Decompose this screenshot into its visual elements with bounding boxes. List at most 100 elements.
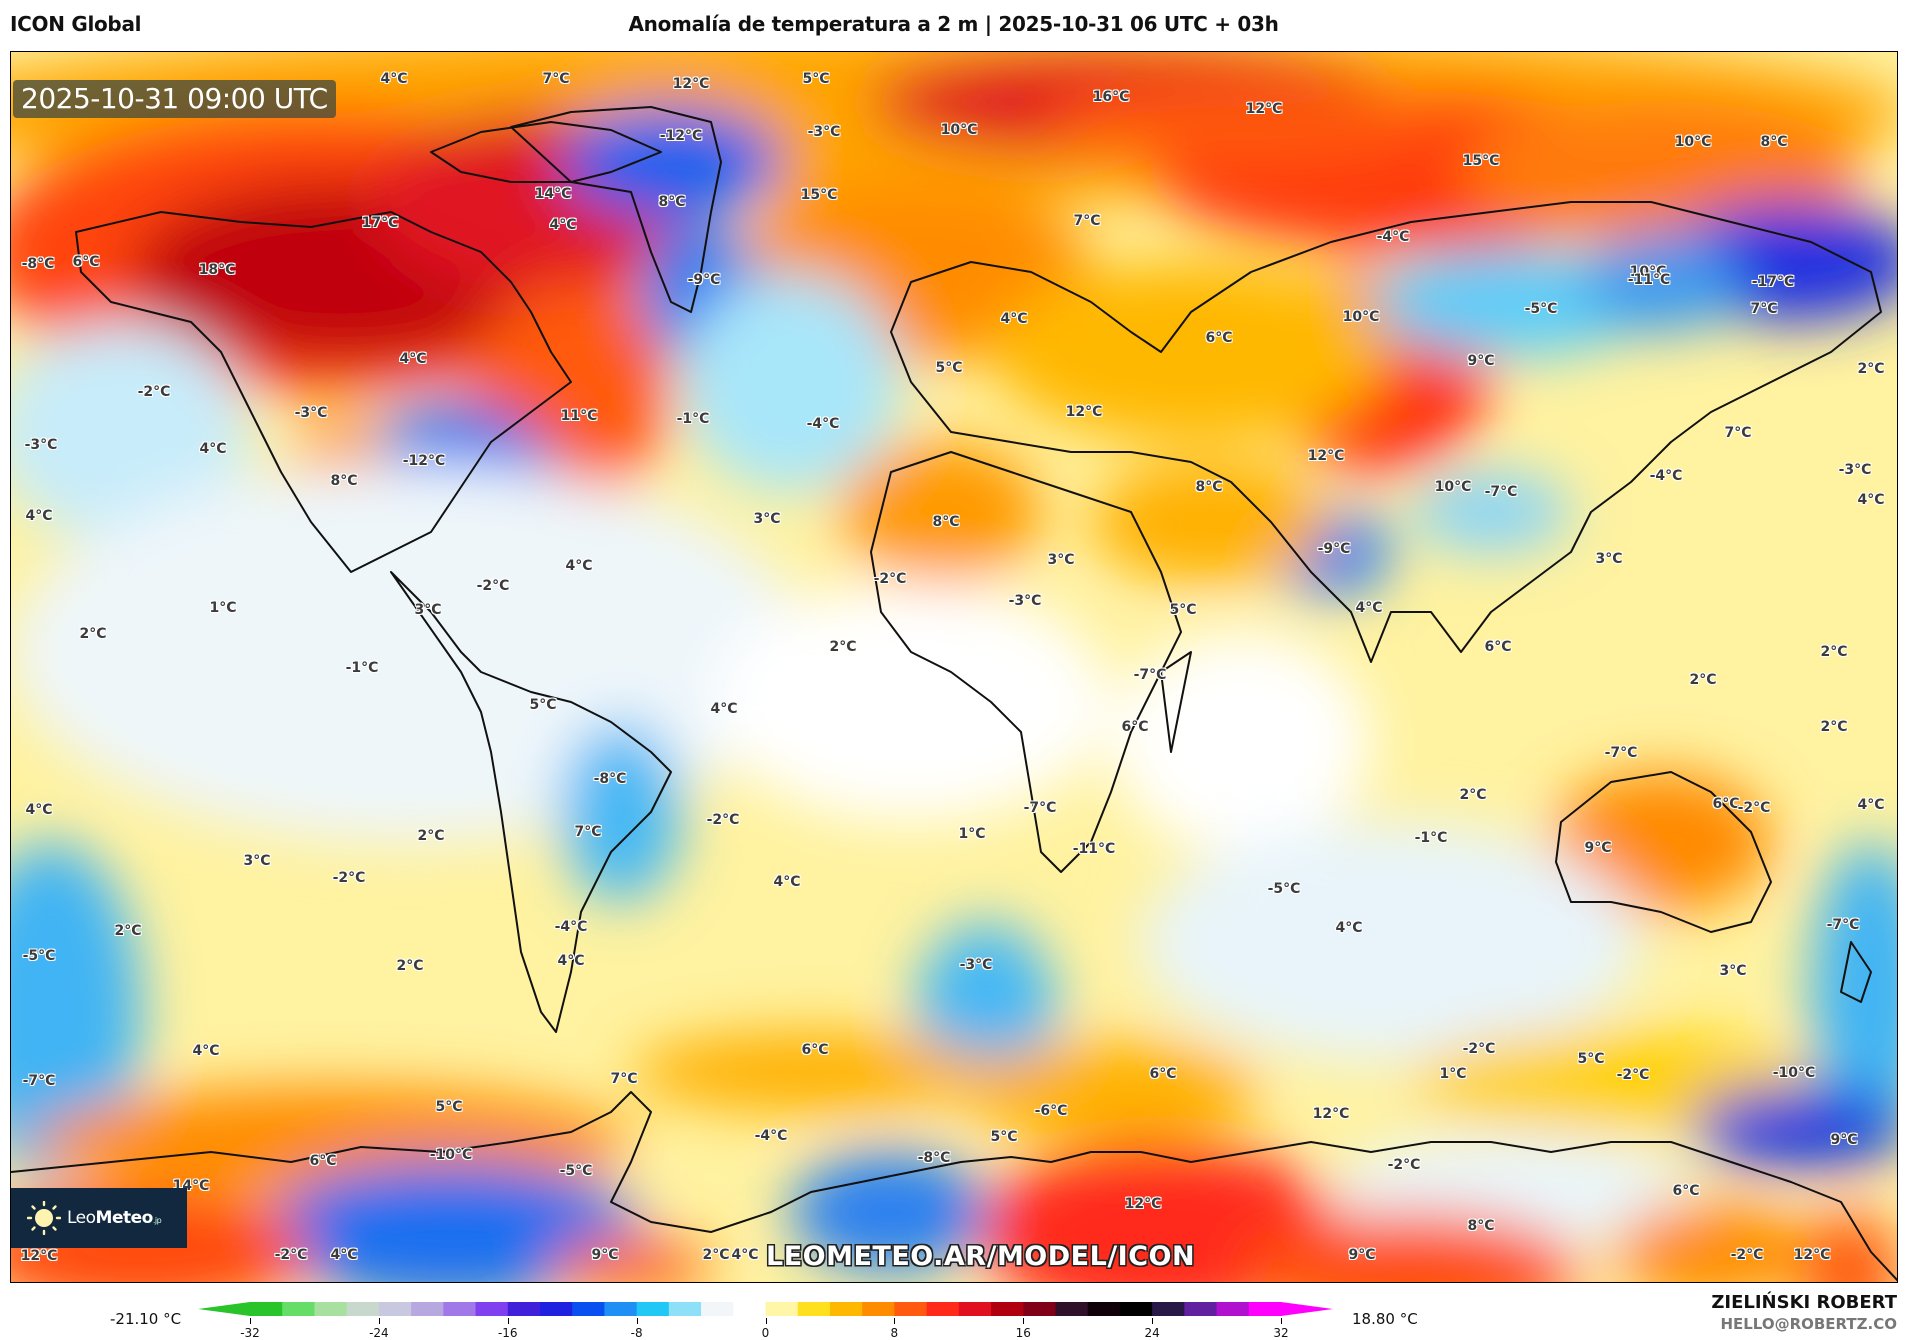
author-email[interactable]: HELLO@ROBERTZ.CO (1720, 1315, 1897, 1333)
colorbar-tick (378, 1318, 380, 1324)
anomaly-label: 4°C (25, 802, 53, 818)
anomaly-label: 6°C (1672, 1183, 1700, 1199)
anomaly-label: 4°C (557, 953, 585, 969)
anomaly-label: 5°C (529, 697, 557, 713)
anomaly-label: 4°C (1857, 797, 1885, 813)
colorbar-tick-label: -16 (497, 1326, 518, 1340)
anomaly-label: 3°C (753, 511, 781, 527)
anomaly-label: 18°C (198, 262, 236, 278)
anomaly-label: 8°C (1760, 134, 1788, 150)
anomaly-label: 3°C (243, 853, 271, 869)
anomaly-label: 8°C (932, 514, 960, 530)
anomaly-label: 9°C (1348, 1247, 1376, 1263)
anomaly-label: 4°C (565, 558, 593, 574)
anomaly-label: 1°C (958, 826, 986, 842)
anomaly-label: 12°C (1307, 448, 1345, 464)
anomaly-label: -10°C (1772, 1065, 1816, 1081)
anomaly-label: 7°C (1750, 301, 1778, 317)
anomaly-label: 6°C (801, 1042, 829, 1058)
anomaly-label: -2°C (1737, 800, 1771, 816)
anomaly-label: 6°C (72, 254, 100, 270)
anomaly-label: 14°C (534, 186, 572, 202)
anomaly-label: -1°C (1414, 830, 1448, 846)
anomaly-label: 10°C (1342, 309, 1380, 325)
anomaly-label: -12°C (659, 128, 703, 144)
anomaly-label: -9°C (1317, 541, 1351, 557)
anomaly-label: 6°C (1121, 719, 1149, 735)
anomaly-label: 4°C (549, 217, 577, 233)
map-title: Anomalía de temperatura a 2 m | 2025-10-… (628, 12, 1279, 36)
anomaly-label: 2°C (114, 923, 142, 939)
anomaly-label: -7°C (1604, 745, 1638, 761)
anomaly-label: 15°C (800, 187, 838, 203)
anomaly-label: 4°C (773, 874, 801, 890)
anomaly-label: 2°C (829, 639, 857, 655)
model-name: ICON Global (10, 12, 142, 36)
anomaly-label: 9°C (591, 1247, 619, 1263)
anomaly-label: -6°C (1034, 1103, 1068, 1119)
anomaly-label: 5°C (1577, 1051, 1605, 1067)
anomaly-field (11, 52, 1897, 1282)
anomaly-label: 12°C (672, 76, 710, 92)
anomaly-label: -11°C (1072, 841, 1116, 857)
coastlines (11, 106, 1897, 1282)
colorbar-tick-label: -8 (630, 1326, 643, 1340)
leometeo-logo[interactable]: LeoMeteo.jp (11, 1188, 187, 1248)
anomaly-label: 4°C (731, 1247, 759, 1263)
anomaly-label: 10°C (1629, 264, 1667, 280)
colorbar-tick (1281, 1318, 1282, 1324)
anomaly-label: -7°C (22, 1073, 56, 1089)
anomaly-label: 16°C (1092, 89, 1130, 105)
anomaly-label: 9°C (1467, 353, 1495, 369)
colorbar-tick-label: 8 (890, 1326, 899, 1340)
anomaly-label: 5°C (802, 71, 830, 87)
anomaly-label: -3°C (959, 957, 993, 973)
anomaly-label: 3°C (1595, 551, 1623, 567)
anomaly-label: -10°C (429, 1147, 473, 1163)
anomaly-label: -2°C (476, 578, 510, 594)
anomaly-label: -7°C (1826, 917, 1860, 933)
anomaly-label: 4°C (192, 1043, 220, 1059)
colorbar-tick-label: -24 (369, 1326, 389, 1340)
anomaly-label: 4°C (399, 351, 427, 367)
anomaly-label: -5°C (1524, 301, 1558, 317)
valid-time-badge: 2025-10-31 09:00 UTC (13, 80, 336, 118)
anomaly-label: 11°C (560, 408, 598, 424)
anomaly-label: 2°C (79, 626, 107, 642)
colorbar-tick (765, 1318, 767, 1324)
colorbar-tick (636, 1318, 638, 1324)
source-watermark: LEOMETEO.AR/MODEL/ICON (766, 1241, 1196, 1272)
anomaly-label: -12°C (402, 453, 446, 469)
anomaly-label: 17°C (361, 215, 399, 231)
anomaly-label: 2°C (1857, 361, 1885, 377)
anomaly-label: 10°C (1434, 479, 1472, 495)
anomaly-label: 4°C (25, 508, 53, 524)
anomaly-label: 5°C (435, 1099, 463, 1115)
colorbar-tick-label: 24 (1144, 1326, 1160, 1340)
anomaly-label: -3°C (807, 124, 841, 140)
anomaly-label: -7°C (1484, 484, 1518, 500)
anomaly-label: -7°C (1023, 800, 1057, 816)
anomaly-label: -4°C (754, 1128, 788, 1144)
anomaly-label: -3°C (1838, 462, 1872, 478)
anomaly-label: -2°C (706, 812, 740, 828)
colorbar-tick-label: 32 (1273, 1326, 1289, 1340)
anomaly-label: 3°C (1719, 963, 1747, 979)
anomaly-label: -8°C (917, 1150, 951, 1166)
anomaly-label: 12°C (1312, 1106, 1350, 1122)
anomaly-label: 2°C (702, 1247, 730, 1263)
anomaly-label: 6°C (1205, 330, 1233, 346)
anomaly-label: 4°C (710, 701, 738, 717)
colorbar-max-value: 18.80 °C (1352, 1310, 1418, 1328)
colorbar-tick-label: 0 (761, 1326, 770, 1340)
author-name: ZIELIŃSKI ROBERT (1711, 1292, 1897, 1313)
anomaly-label: 12°C (1245, 101, 1283, 117)
anomaly-label: 1°C (1439, 1066, 1467, 1082)
anomaly-label: -4°C (554, 919, 588, 935)
anomaly-label: -1°C (345, 660, 379, 676)
anomaly-label: 5°C (935, 360, 963, 376)
anomaly-label: 15°C (1462, 153, 1500, 169)
anomaly-label: 3°C (414, 602, 442, 618)
anomaly-label: -9°C (687, 272, 721, 288)
anomaly-label: 7°C (542, 71, 570, 87)
